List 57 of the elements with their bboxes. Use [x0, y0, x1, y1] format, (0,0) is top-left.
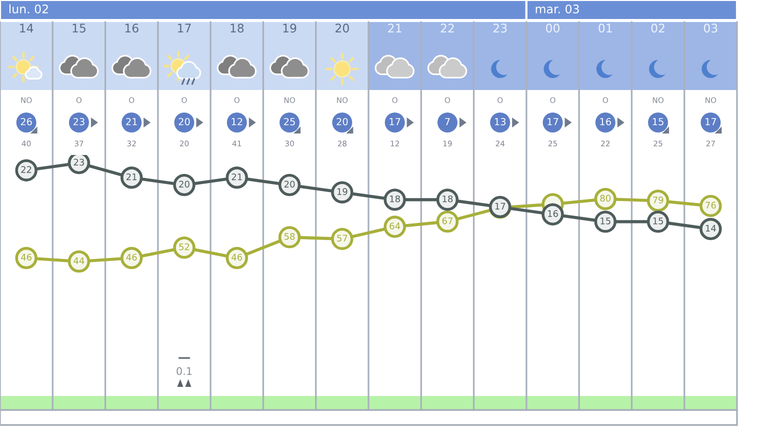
text: 21: [126, 118, 137, 126]
text: 20: [336, 118, 348, 126]
data-label: 52: [179, 243, 190, 250]
text: 25: [284, 118, 295, 126]
data-label: 46: [21, 254, 32, 261]
x-tick-label: 19: [283, 24, 296, 33]
data-label: 23: [74, 158, 84, 166]
x-tick-label: 23: [493, 24, 507, 33]
data-label: 18: [390, 195, 400, 202]
data-label: 21: [232, 173, 242, 180]
x-tick-label: 01: [598, 24, 612, 33]
data-label: 20: [284, 180, 295, 188]
data-label: 64: [390, 222, 400, 230]
data-label: 18: [442, 195, 453, 202]
x-tick-label: 20: [336, 24, 349, 33]
x-tick-label: 21: [388, 24, 402, 32]
data-label: 20: [179, 180, 190, 188]
x-tick-label: 16: [125, 24, 138, 33]
data-label: 79: [653, 196, 664, 204]
text: mar. 03: [536, 4, 579, 14]
data-label: 57: [337, 234, 348, 242]
data-label: 80: [600, 194, 611, 202]
text: 17: [706, 118, 716, 126]
text: 7: [445, 118, 450, 126]
data-label: 58: [284, 232, 295, 240]
data-label: 15: [653, 218, 663, 224]
data-label: 21: [126, 173, 137, 180]
text: lun. 02: [9, 4, 48, 14]
data-label: 44: [74, 257, 84, 264]
text: 23: [73, 118, 84, 126]
x-tick-label: 02: [651, 24, 664, 33]
text: 26: [20, 118, 32, 126]
text: 13: [494, 118, 506, 126]
data-label: 14: [706, 224, 716, 232]
data-label: 16: [548, 210, 558, 217]
x-tick-label: 15: [72, 24, 86, 33]
data-label: 17: [495, 202, 506, 210]
data-label: 22: [21, 166, 32, 173]
data-label: 15: [600, 218, 610, 224]
data-label: 46: [126, 254, 137, 261]
text: 20: [178, 118, 190, 126]
text: 16: [600, 118, 611, 126]
x-tick-label: 22: [440, 24, 454, 32]
text: 12: [232, 118, 242, 126]
x-tick-label: 14: [20, 24, 34, 32]
text: 17: [390, 118, 400, 126]
text: 0.1: [176, 367, 192, 376]
x-tick-label: 18: [230, 24, 244, 33]
x-tick-label: 03: [704, 24, 718, 33]
data-label: 46: [232, 254, 242, 261]
data-label: 67: [442, 217, 452, 224]
x-tick-label: 17: [178, 24, 191, 32]
data-label: 19: [337, 188, 348, 195]
x-tick-label: 00: [546, 24, 560, 33]
data-label: 76: [706, 202, 716, 209]
text: 17: [548, 118, 558, 126]
text: 15: [652, 118, 664, 126]
